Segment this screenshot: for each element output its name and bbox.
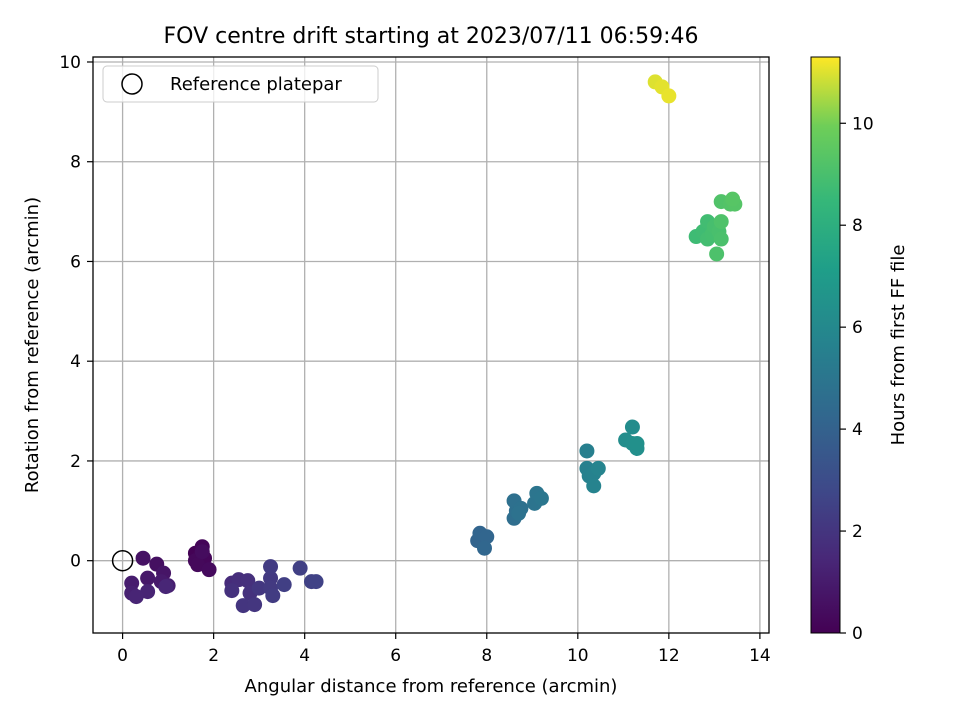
scatter-point [661,88,677,104]
scatter-point [276,577,292,593]
colorbar-gradient [810,56,841,634]
scatter-point [140,570,156,586]
colorbar-label: Hours from first FF file [888,245,909,446]
scatter-point [135,550,151,566]
y-tick-label: 10 [59,53,81,73]
scatter-point [140,584,156,600]
scatter-point [235,598,251,614]
scatter-point [479,529,495,545]
reference-platepar-point [111,549,134,572]
y-axis-ticks: 0 2 4 6 8 10 [59,53,93,572]
scatter-point [128,589,144,605]
scatter-point [224,583,240,599]
legend: Reference platepar [102,65,379,103]
colorbar-tick-label: 2 [852,522,863,542]
x-axis-label: Angular distance from reference (arcmin) [245,676,618,697]
scatter-point [590,460,606,476]
colorbar-tick-label: 6 [852,318,863,338]
scatter-point [251,580,267,596]
colorbar-tick-label: 10 [852,114,874,134]
scatter-point [476,540,492,556]
y-tick-label: 4 [70,352,81,372]
scatter-points [124,74,743,614]
scatter-point [713,231,729,247]
legend-marker-open-circle [121,73,143,95]
scatter-point [240,573,256,589]
y-tick-label: 8 [70,153,81,173]
colorbar-ticks: 0 2 4 6 8 10 [840,114,874,644]
scatter-point [533,490,549,506]
y-tick-label: 0 [70,552,81,572]
colorbar: 0 2 4 6 8 10 Hours from first FF file [810,56,909,644]
scatter-point [190,557,206,573]
x-tick-label: 6 [390,646,401,666]
scatter-point [263,559,279,575]
scatter-point [292,560,308,576]
x-tick-label: 8 [481,646,492,666]
colorbar-tick-label: 0 [852,624,863,644]
scatter-point [511,505,527,521]
scatter-point [586,478,602,494]
scatter-point [194,544,210,560]
x-tick-label: 2 [208,646,219,666]
reference-marker [111,549,134,572]
scatter-point [158,579,174,595]
y-tick-label: 6 [70,252,81,272]
colorbar-tick-label: 4 [852,420,863,440]
legend-frame [102,65,379,103]
scatter-point [709,246,725,262]
grid [93,57,769,633]
y-tick-label: 2 [70,452,81,472]
scatter-point [308,574,324,590]
scatter-point [629,435,645,451]
x-axis-ticks: 0 2 4 6 8 10 12 14 [117,633,771,666]
x-tick-label: 0 [117,646,128,666]
x-tick-label: 10 [567,646,589,666]
scatter-point [624,419,640,435]
colorbar-tick-label: 8 [852,216,863,236]
scatter-point [201,562,217,578]
scatter-point [265,588,281,604]
plot-area-frame [92,56,770,634]
x-tick-label: 14 [749,646,771,666]
x-tick-label: 4 [299,646,310,666]
scatter-point [713,214,729,230]
legend-entry-label: Reference platepar [170,74,342,95]
scatter-point [725,191,741,207]
y-axis-label: Rotation from reference (arcmin) [22,197,43,493]
scatter-point [579,443,595,459]
scatter-point [247,597,263,613]
chart-title: FOV centre drift starting at 2023/07/11 … [164,24,699,49]
x-tick-label: 12 [658,646,680,666]
